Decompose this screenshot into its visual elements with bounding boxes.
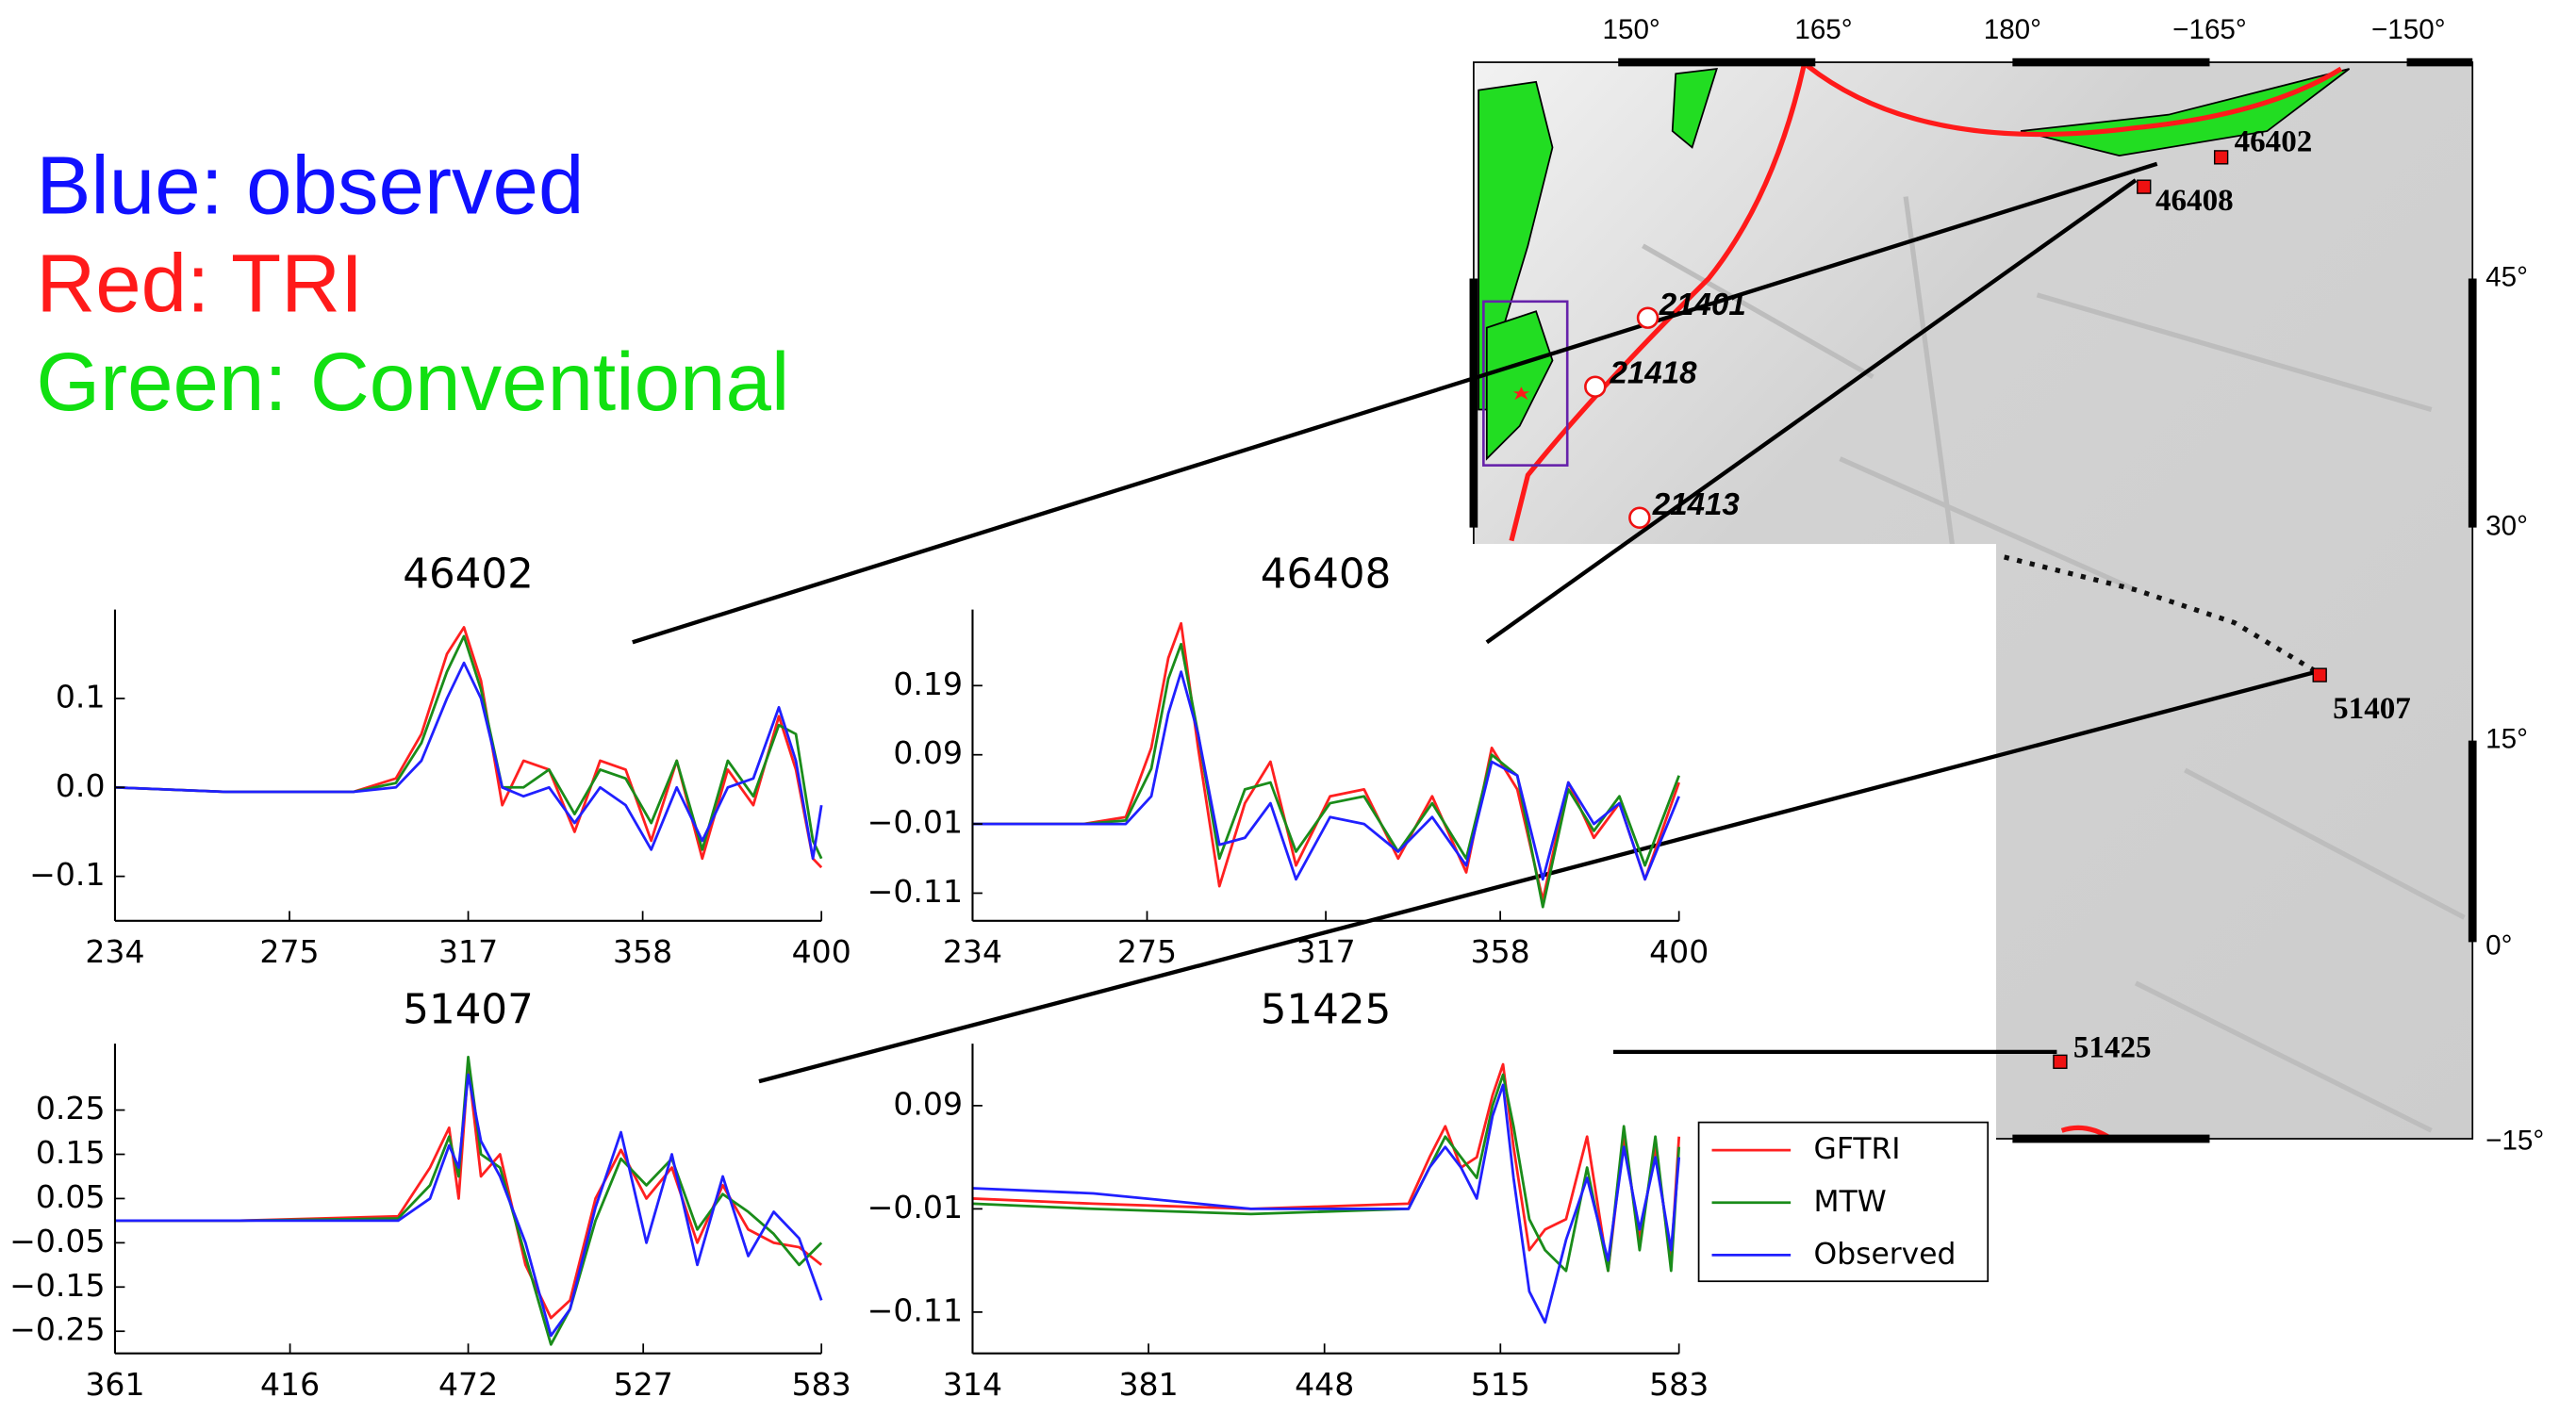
longitude-label: 165°	[1794, 14, 1852, 45]
station-label: 21401	[1659, 288, 1746, 322]
y-tick-label: −0.11	[867, 1291, 963, 1328]
x-tick-label: 358	[613, 933, 672, 970]
station-marker	[2054, 1055, 2067, 1068]
y-tick-label: 0.0	[56, 767, 106, 804]
y-tick-label: −0.05	[9, 1223, 105, 1259]
x-tick-label: 472	[438, 1366, 498, 1403]
legend-label: MTW	[1814, 1185, 1887, 1219]
longitude-label: −150°	[2371, 14, 2446, 45]
station-label: 51407	[2333, 692, 2411, 726]
x-tick-label: 400	[792, 933, 851, 970]
chart-title: 51425	[1261, 987, 1392, 1034]
y-tick-label: 0.15	[36, 1134, 106, 1171]
y-tick-label: 0.09	[893, 1085, 963, 1122]
y-tick-label: −0.11	[867, 873, 963, 910]
x-tick-label: 448	[1295, 1366, 1354, 1403]
legend-label: Observed	[1814, 1237, 1957, 1271]
x-tick-label: 583	[1649, 1366, 1709, 1403]
station-label: 46402	[2235, 125, 2313, 159]
x-tick-label: 275	[259, 933, 319, 970]
chart: 51407 361 416 472 527 583 0.25 0.15 0.05 −0.05 −0.…	[9, 987, 851, 1403]
y-tick-label: −0.01	[867, 804, 963, 841]
latitude-label: 0°	[2485, 929, 2512, 961]
annotation: Green: Conventional	[36, 337, 789, 428]
station-marker	[2215, 151, 2228, 164]
x-tick-label: 234	[85, 933, 144, 970]
y-tick-label: −0.1	[29, 856, 105, 893]
chart-title: 51407	[403, 987, 534, 1034]
y-tick-label: −0.15	[9, 1267, 105, 1304]
station-label: 21418	[1609, 356, 1697, 391]
y-tick-label: 0.25	[36, 1090, 106, 1126]
longitude-label: 180°	[1984, 14, 2041, 45]
x-tick-label: 361	[85, 1366, 144, 1403]
x-tick-label: 583	[792, 1366, 851, 1403]
station-label: 46408	[2155, 184, 2234, 218]
y-tick-label: 0.19	[893, 666, 963, 702]
chart-title: 46402	[403, 551, 534, 598]
x-tick-label: 314	[943, 1366, 1002, 1403]
x-tick-label: 317	[1296, 933, 1355, 970]
latitude-label: −15°	[2485, 1125, 2544, 1156]
y-tick-label: 0.05	[36, 1178, 106, 1215]
x-tick-label: 527	[614, 1366, 673, 1403]
figure: 150° 165° 180° −165° −150° 45° 30° 15° 0° −15° 464…	[0, 0, 2576, 1414]
station-marker	[1629, 508, 1649, 528]
longitude-label: 150°	[1603, 14, 1660, 45]
x-tick-label: 358	[1471, 933, 1530, 970]
latitude-label: 30°	[2485, 511, 2528, 542]
series-line	[115, 1066, 821, 1318]
y-tick-label: −0.25	[9, 1311, 105, 1348]
latitude-label: 15°	[2485, 723, 2528, 754]
series-line	[115, 627, 821, 867]
series-line	[115, 1075, 821, 1336]
chart-title: 46408	[1261, 551, 1392, 598]
x-tick-label: 234	[943, 933, 1002, 970]
y-tick-label: 0.1	[56, 678, 106, 715]
y-tick-label: 0.09	[893, 734, 963, 771]
station-label: 51425	[2073, 1031, 2152, 1065]
x-tick-label: 381	[1118, 1366, 1178, 1403]
station-marker	[2313, 668, 2326, 682]
station-marker	[2138, 180, 2151, 193]
series-line	[115, 663, 821, 859]
legend: GFTRI MTW Observed	[1699, 1123, 1989, 1282]
x-tick-label: 317	[438, 933, 498, 970]
longitude-label: −165°	[2172, 14, 2247, 45]
x-tick-label: 275	[1117, 933, 1177, 970]
latitude-label: 45°	[2485, 261, 2528, 292]
station-marker	[1585, 377, 1605, 397]
x-tick-label: 515	[1471, 1366, 1530, 1403]
y-tick-label: −0.01	[867, 1189, 963, 1225]
page: {"annotations": [ {"text": "Blue: observ…	[0, 0, 2576, 1414]
station-label: 21413	[1652, 487, 1741, 522]
x-tick-label: 400	[1649, 933, 1709, 970]
x-tick-label: 416	[260, 1366, 320, 1403]
chart-backdrop	[1367, 544, 1996, 1414]
station-marker	[1638, 308, 1658, 328]
annotation: Blue: observed	[36, 140, 584, 231]
annotation: Red: TRI	[36, 238, 363, 330]
legend-label: GFTRI	[1814, 1132, 1901, 1166]
